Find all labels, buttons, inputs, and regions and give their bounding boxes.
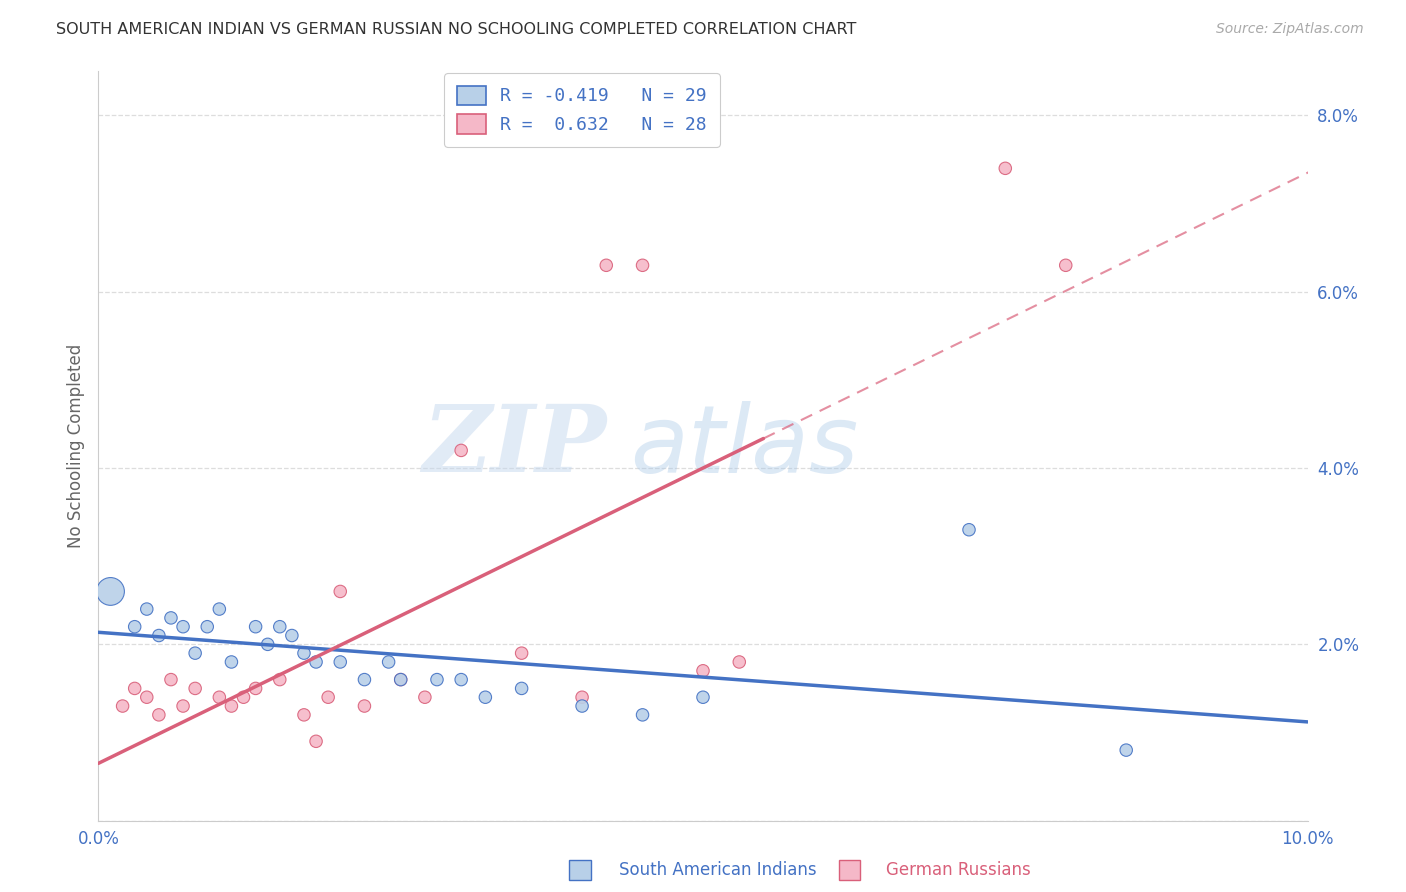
Y-axis label: No Schooling Completed: No Schooling Completed [66, 344, 84, 548]
Point [292, 707, 315, 722]
Point [172, 620, 194, 634]
Text: atlas: atlas [630, 401, 859, 491]
Point [160, 673, 183, 687]
Legend: R = -0.419   N = 29, R =  0.632   N = 28: R = -0.419 N = 29, R = 0.632 N = 28 [444, 73, 720, 147]
Point [124, 681, 146, 696]
Point [195, 620, 218, 634]
Point [305, 655, 328, 669]
Point [450, 673, 472, 687]
Point [100, 584, 122, 599]
Point [292, 646, 315, 660]
Point [111, 699, 134, 714]
Point [571, 699, 593, 714]
Point [994, 161, 1017, 176]
Point [256, 637, 278, 651]
Point [329, 655, 352, 669]
Point [135, 602, 157, 616]
Point [172, 699, 194, 714]
Point [316, 690, 339, 705]
Point [1054, 258, 1077, 272]
Point [353, 673, 375, 687]
Point [208, 690, 231, 705]
Point [377, 655, 399, 669]
Point [184, 646, 207, 660]
Point [305, 734, 328, 748]
Text: SOUTH AMERICAN INDIAN VS GERMAN RUSSIAN NO SCHOOLING COMPLETED CORRELATION CHART: SOUTH AMERICAN INDIAN VS GERMAN RUSSIAN … [56, 22, 856, 37]
Text: South American Indians: South American Indians [619, 861, 817, 879]
Point [510, 646, 533, 660]
Point [389, 673, 412, 687]
Point [571, 690, 593, 705]
Point [148, 707, 170, 722]
Text: German Russians: German Russians [886, 861, 1031, 879]
Point [329, 584, 352, 599]
Point [269, 673, 291, 687]
Point [124, 620, 146, 634]
Point [510, 681, 533, 696]
Text: ZIP: ZIP [422, 401, 606, 491]
Point [631, 707, 654, 722]
Point [1115, 743, 1137, 757]
Point [245, 681, 267, 696]
Point [692, 664, 714, 678]
Point [148, 628, 170, 642]
Point [135, 690, 157, 705]
Point [413, 690, 436, 705]
Point [450, 443, 472, 458]
Point [595, 258, 617, 272]
Point [957, 523, 980, 537]
Point [245, 620, 267, 634]
Point [160, 611, 183, 625]
Text: Source: ZipAtlas.com: Source: ZipAtlas.com [1216, 22, 1364, 37]
Point [269, 620, 291, 634]
Point [208, 602, 231, 616]
Point [426, 673, 449, 687]
Point [692, 690, 714, 705]
Point [184, 681, 207, 696]
Point [631, 258, 654, 272]
Point [281, 628, 304, 642]
Point [221, 655, 243, 669]
Point [728, 655, 751, 669]
Point [474, 690, 496, 705]
Point [389, 673, 412, 687]
Point [232, 690, 254, 705]
Point [221, 699, 243, 714]
Point [353, 699, 375, 714]
